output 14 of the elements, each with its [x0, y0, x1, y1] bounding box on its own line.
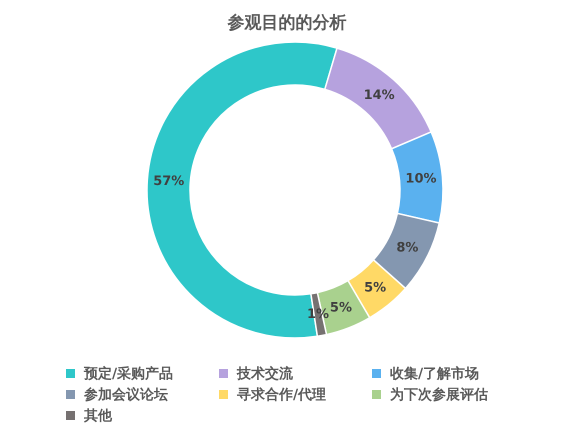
legend-label: 技术交流	[237, 364, 293, 382]
data-label: 57%	[153, 174, 184, 189]
data-label: 8%	[396, 240, 418, 256]
legend-label: 收集/了解市场	[390, 364, 480, 382]
legend-label: 其他	[84, 406, 112, 424]
legend-label: 参加会议论坛	[84, 386, 168, 404]
legend-label: 为下次参展评估	[390, 386, 488, 404]
chart-title: 参观目的的分析	[226, 12, 348, 34]
data-label: 5%	[364, 280, 386, 296]
legend-label: 预定/采购产品	[84, 364, 174, 382]
data-label: 14%	[364, 88, 395, 104]
legend-label: 寻求合作/代理	[237, 386, 326, 404]
data-label: 10%	[405, 171, 437, 186]
data-label: 5%	[330, 300, 352, 316]
